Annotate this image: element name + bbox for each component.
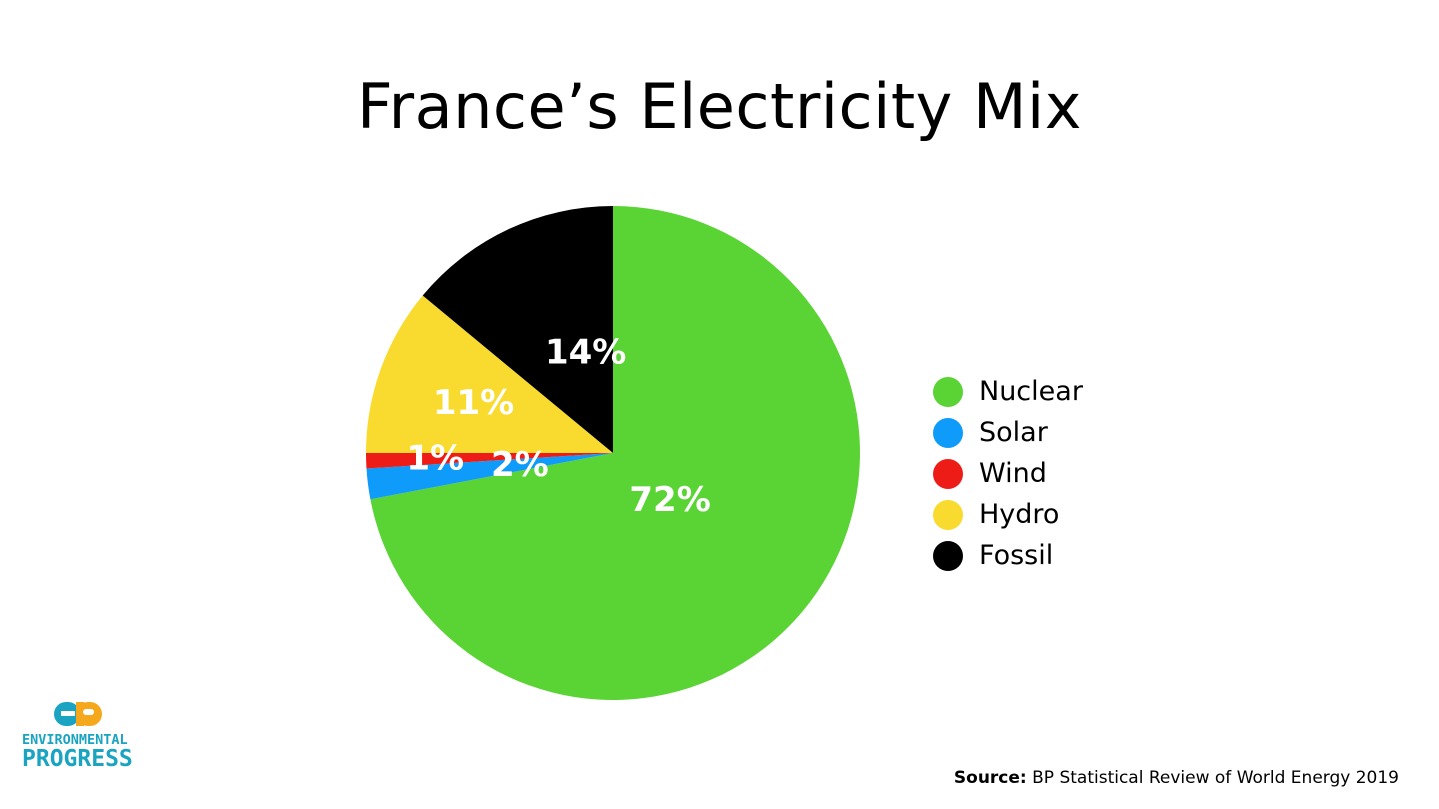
legend-swatch [933, 417, 963, 448]
pie-slice-wind [366, 453, 613, 469]
environmental-progress-logo: ENVIRONMENTAL PROGRESS [22, 700, 137, 771]
slice-label-solar: 2% [491, 445, 549, 485]
legend-item-wind: Wind [933, 453, 1083, 494]
slice-label-fossil: 14% [545, 332, 626, 372]
source-note: Source: BP Statistical Review of World E… [954, 768, 1399, 788]
slice-label-nuclear: 72% [629, 480, 710, 520]
legend: Nuclear Solar Wind Hydro Fossil [933, 371, 1083, 576]
chart-title: France’s Electricity Mix [357, 70, 1082, 143]
pie-slice-nuclear [370, 206, 861, 701]
slice-label-wind: 1% [406, 439, 464, 479]
legend-label: Nuclear [979, 376, 1083, 407]
pie-slice-fossil [422, 206, 613, 453]
legend-label: Solar [979, 417, 1048, 448]
pie-slice-hydro [366, 295, 613, 453]
ep-logo-icon [54, 702, 102, 726]
legend-item-hydro: Hydro [933, 494, 1083, 535]
legend-swatch [933, 458, 963, 489]
legend-label: Fossil [979, 540, 1054, 571]
legend-item-solar: Solar [933, 412, 1083, 453]
slice-label-hydro: 11% [433, 383, 514, 423]
legend-swatch [933, 499, 963, 530]
legend-label: Hydro [979, 499, 1060, 530]
legend-swatch [933, 376, 963, 407]
logo-text-line1: ENVIRONMENTAL [22, 732, 128, 748]
legend-item-nuclear: Nuclear [933, 371, 1083, 412]
source-text: BP Statistical Review of World Energy 20… [1032, 768, 1399, 788]
logo-text-line2: PROGRESS [22, 745, 133, 772]
legend-item-fossil: Fossil [933, 535, 1083, 576]
pie-slice-solar [366, 453, 613, 500]
legend-swatch [933, 540, 963, 571]
source-prefix: Source: [953, 768, 1027, 788]
legend-label: Wind [979, 458, 1047, 489]
